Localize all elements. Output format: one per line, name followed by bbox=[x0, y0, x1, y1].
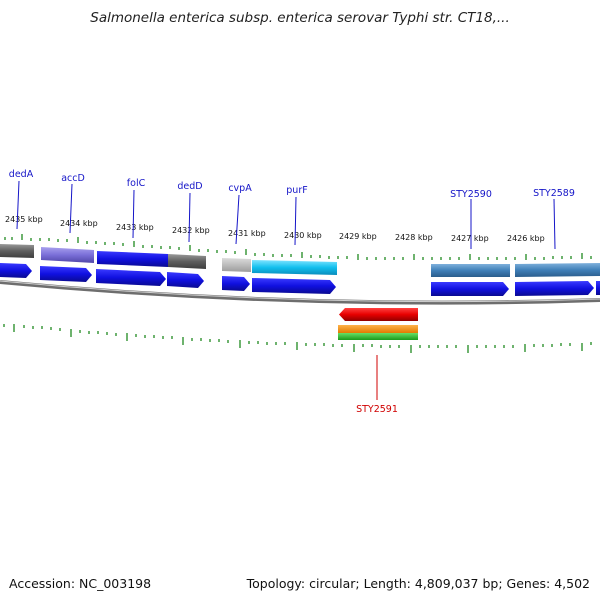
kbp-label: 2426 kbp bbox=[507, 234, 545, 243]
gene-leader-lines bbox=[16, 180, 556, 250]
gene-label-STY2589[interactable]: STY2589 bbox=[533, 188, 575, 199]
kbp-scale-labels: 2435 kbp 2434 kbp 2433 kbp 2432 kbp 2431… bbox=[5, 215, 545, 243]
kbp-label: 2429 kbp bbox=[339, 232, 377, 241]
gene-label-dedA[interactable]: dedA bbox=[9, 169, 34, 180]
gene-label-dedD[interactable]: dedD bbox=[177, 181, 202, 192]
kbp-label: 2435 kbp bbox=[5, 215, 43, 224]
kbp-label: 2433 kbp bbox=[116, 223, 154, 232]
kbp-label: 2427 kbp bbox=[451, 234, 489, 243]
genome-info-text: Topology: circular; Length: 4,809,037 bp… bbox=[246, 576, 590, 591]
gene-label-purF[interactable]: purF bbox=[286, 185, 307, 196]
kbp-label: 2428 kbp bbox=[395, 233, 433, 242]
gene-label-STY2591[interactable]: STY2591 bbox=[356, 404, 398, 415]
gene-label-STY2590[interactable]: STY2590 bbox=[450, 189, 492, 200]
feature-band-upper bbox=[0, 244, 600, 277]
gene-arrow-purF[interactable] bbox=[252, 278, 336, 294]
scale-ticks-upper bbox=[4, 234, 592, 260]
feature-band-lower-orange bbox=[338, 325, 418, 333]
gene-arrow-dedA[interactable] bbox=[0, 263, 32, 278]
scale-ticks-lower bbox=[3, 324, 592, 353]
gene-arrow-cvpA[interactable] bbox=[222, 276, 250, 291]
gene-label-cvpA[interactable]: cvpA bbox=[228, 183, 252, 194]
feature-band-lower-green bbox=[338, 333, 418, 340]
gene-arrow-STY2589[interactable] bbox=[515, 281, 594, 296]
kbp-label: 2431 kbp bbox=[228, 229, 266, 238]
genome-backbone-highlight bbox=[0, 280, 600, 303]
gene-arrow-STY2591[interactable] bbox=[339, 308, 418, 321]
kbp-label: 2432 kbp bbox=[172, 226, 210, 235]
map-title: Salmonella enterica subsp. enterica sero… bbox=[90, 10, 510, 26]
kbp-label: 2430 kbp bbox=[284, 231, 322, 240]
gene-labels: dedA accD folC dedD cvpA purF STY2590 ST… bbox=[9, 169, 575, 415]
genome-backbone bbox=[0, 280, 600, 305]
accession-text: Accession: NC_003198 bbox=[9, 576, 152, 591]
gene-arrow-folC[interactable] bbox=[96, 269, 166, 286]
gene-arrow-dedD[interactable] bbox=[167, 272, 204, 288]
gene-label-folC[interactable]: folC bbox=[127, 178, 146, 189]
gene-arrow-accD[interactable] bbox=[40, 266, 92, 282]
kbp-label: 2434 kbp bbox=[60, 219, 98, 228]
gene-label-accD[interactable]: accD bbox=[61, 173, 85, 184]
gene-arrow-STY2590[interactable] bbox=[431, 282, 509, 296]
forward-strand-genes bbox=[0, 263, 600, 296]
reverse-strand-genes bbox=[338, 308, 418, 340]
